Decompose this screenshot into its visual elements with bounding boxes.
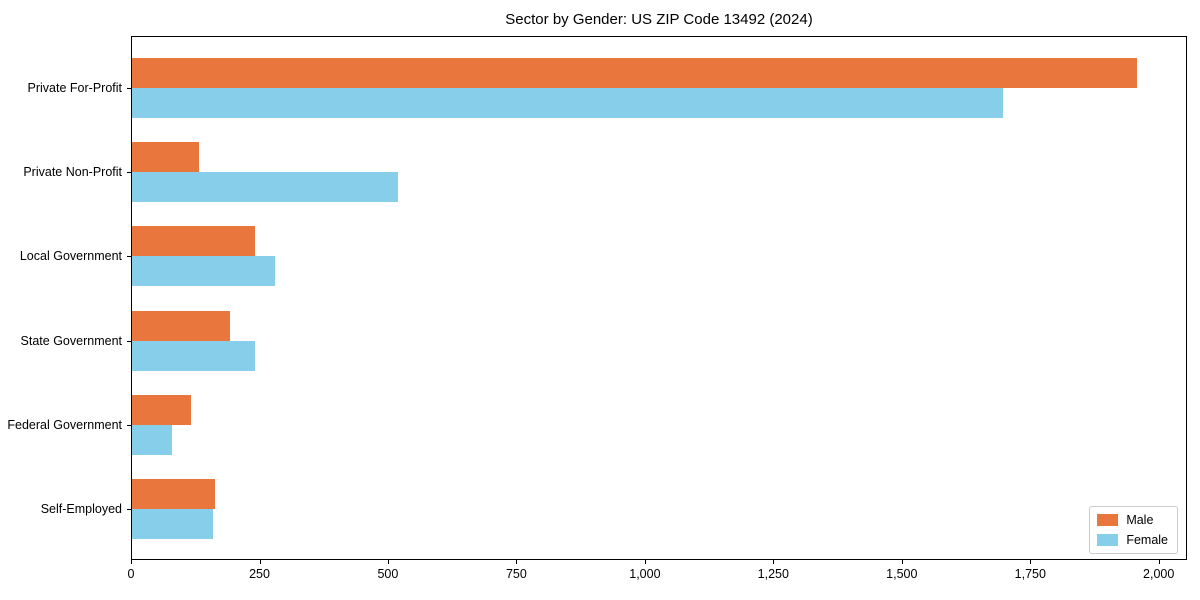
bar-male-federal-government bbox=[132, 394, 192, 425]
y-axis-label-private-non-profit: Private Non-Profit bbox=[23, 165, 122, 180]
x-axis-label-0: 0 bbox=[127, 567, 135, 581]
bar-female-private-for-profit bbox=[132, 88, 1003, 118]
x-tick-mark-1250 bbox=[773, 560, 775, 564]
x-tick-mark-0 bbox=[131, 560, 132, 564]
bar-female-self-employed bbox=[132, 509, 214, 539]
bar-female-state-government bbox=[132, 340, 255, 371]
x-axis-label-1000: 1,000 bbox=[629, 567, 661, 581]
x-axis-label-1500: 1,500 bbox=[886, 567, 918, 581]
legend-swatch-female-icon bbox=[1097, 534, 1119, 546]
y-axis-label-state-government: State Government bbox=[20, 333, 122, 348]
y-tick-mark-private-for-profit bbox=[127, 88, 131, 89]
y-tick-mark-state-government bbox=[127, 340, 131, 342]
bar-male-local-government bbox=[132, 226, 256, 257]
x-axis-label-500: 500 bbox=[377, 567, 399, 581]
bar-male-state-government bbox=[132, 310, 230, 341]
x-tick-mark-1500 bbox=[901, 560, 903, 564]
legend-swatch-male-icon bbox=[1097, 514, 1119, 526]
y-tick-mark-federal-government bbox=[127, 424, 131, 426]
chart-title: Sector by Gender: US ZIP Code 13492 (202… bbox=[505, 11, 813, 28]
plot-area: Male Female bbox=[131, 36, 1187, 560]
bar-male-self-employed bbox=[132, 479, 215, 509]
bar-female-federal-government bbox=[132, 424, 172, 455]
x-tick-mark-1750 bbox=[1030, 560, 1032, 564]
x-tick-mark-500 bbox=[387, 560, 389, 564]
x-axis-label-1750: 1,750 bbox=[1014, 567, 1046, 581]
bar-male-private-for-profit bbox=[132, 58, 1137, 88]
y-axis-label-private-for-profit: Private For-Profit bbox=[27, 81, 122, 95]
bar-female-local-government bbox=[132, 256, 276, 287]
x-axis-label-750: 750 bbox=[505, 567, 527, 581]
x-axis-label-2000: 2,000 bbox=[1143, 567, 1175, 581]
y-tick-mark-private-non-profit bbox=[127, 172, 131, 174]
y-axis-label-federal-government: Federal Government bbox=[7, 417, 122, 432]
y-tick-mark-self-employed bbox=[127, 509, 131, 510]
x-tick-mark-250 bbox=[259, 560, 261, 564]
x-tick-mark-2000 bbox=[1158, 560, 1160, 564]
legend: Male Female bbox=[1089, 506, 1178, 554]
y-axis-label-self-employed: Self-Employed bbox=[40, 502, 122, 516]
x-tick-mark-750 bbox=[516, 560, 518, 564]
x-axis-label-1250: 1,250 bbox=[757, 567, 789, 581]
bar-male-private-non-profit bbox=[132, 142, 199, 173]
x-tick-mark-1000 bbox=[644, 560, 646, 564]
legend-entry-male: Male bbox=[1097, 513, 1168, 527]
legend-label-female: Female bbox=[1126, 533, 1168, 547]
bar-female-private-non-profit bbox=[132, 172, 399, 203]
x-axis-label-250: 250 bbox=[249, 567, 270, 581]
y-tick-mark-local-government bbox=[127, 256, 131, 258]
legend-entry-female: Female bbox=[1097, 533, 1168, 547]
legend-label-male: Male bbox=[1126, 513, 1154, 527]
y-axis-label-local-government: Local Government bbox=[19, 249, 122, 264]
